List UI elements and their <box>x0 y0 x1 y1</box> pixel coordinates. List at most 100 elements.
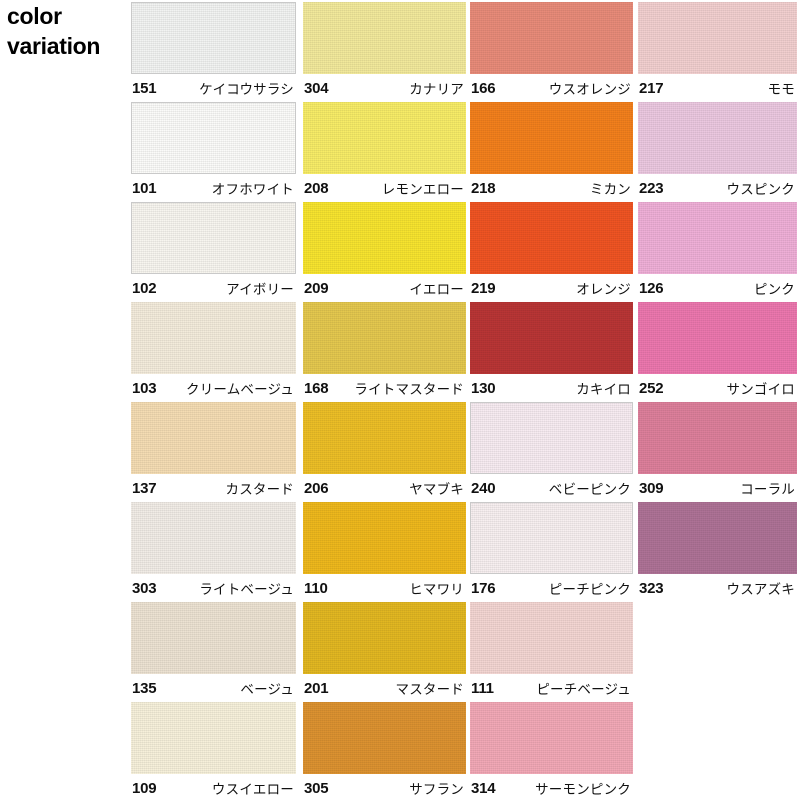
swatch-cell[interactable]: 223 ウスピンク <box>638 102 797 202</box>
swatch-cell[interactable]: 168 ライトマスタード <box>303 302 466 402</box>
color-chip[interactable] <box>470 2 633 74</box>
swatch-cell[interactable]: 135 ベージュ <box>131 602 296 702</box>
swatch-cell[interactable]: 309 コーラル <box>638 402 797 502</box>
color-chip[interactable] <box>470 602 633 674</box>
swatch-code: 111 <box>471 679 494 697</box>
swatch-cell[interactable]: 305 サフラン <box>303 702 466 802</box>
swatch-cell[interactable]: 218 ミカン <box>470 102 633 202</box>
color-chip[interactable] <box>131 202 296 274</box>
swatch-label: 137 カスタード <box>131 474 296 502</box>
swatch-code: 314 <box>471 779 496 797</box>
swatch-code: 103 <box>132 379 157 397</box>
swatch-cell[interactable]: 206 ヤマブキ <box>303 402 466 502</box>
color-chip[interactable] <box>470 102 633 174</box>
swatch-name: ウスオレンジ <box>548 82 631 97</box>
swatch-name: コーラル <box>740 482 795 497</box>
swatch-code: 137 <box>132 479 157 497</box>
swatch-cell[interactable]: 314 サーモンピンク <box>470 702 633 802</box>
color-chip[interactable] <box>638 502 797 574</box>
swatch-name: ウスイエロー <box>211 782 294 797</box>
swatch-cell[interactable]: 130 カキイロ <box>470 302 633 402</box>
swatch-label: 176 ピーチピンク <box>470 574 633 602</box>
swatch-code: 110 <box>304 579 328 597</box>
swatch-column-pinks-and-mauve: 217 モモ 223 ウスピンク 126 ピンク 252 サンゴイロ 309 コーラル 323 ウスア… <box>638 2 797 602</box>
swatch-cell[interactable]: 109 ウスイエロー <box>131 702 296 802</box>
swatch-label: 303 ライトベージュ <box>131 574 296 602</box>
swatch-cell[interactable]: 217 モモ <box>638 2 797 102</box>
color-chip[interactable] <box>131 602 296 674</box>
swatch-cell[interactable]: 201 マスタード <box>303 602 466 702</box>
color-chip[interactable] <box>131 502 296 574</box>
color-chip[interactable] <box>131 302 296 374</box>
color-chip[interactable] <box>303 702 466 774</box>
swatch-cell[interactable]: 209 イエロー <box>303 202 466 302</box>
swatch-code: 240 <box>471 479 496 497</box>
color-chip[interactable] <box>303 2 466 74</box>
color-chip[interactable] <box>131 702 296 774</box>
swatch-name: カスタード <box>225 482 294 497</box>
swatch-cell[interactable]: 208 レモンエロー <box>303 102 466 202</box>
swatch-cell[interactable]: 137 カスタード <box>131 402 296 502</box>
swatch-code: 303 <box>132 579 157 597</box>
color-chip[interactable] <box>303 102 466 174</box>
color-chip[interactable] <box>303 602 466 674</box>
swatch-label: 209 イエロー <box>303 274 466 302</box>
swatch-cell[interactable]: 151 ケイコウサラシ <box>131 2 296 102</box>
swatch-cell[interactable]: 110 ヒマワリ <box>303 502 466 602</box>
swatch-cell[interactable]: 103 クリームベージュ <box>131 302 296 402</box>
swatch-label: 102 アイボリー <box>131 274 296 302</box>
swatch-name: オレンジ <box>576 282 631 297</box>
swatch-code: 135 <box>132 679 157 697</box>
color-chip[interactable] <box>470 402 633 474</box>
swatch-cell[interactable]: 323 ウスアズキ <box>638 502 797 602</box>
swatch-cell[interactable]: 111 ピーチベージュ <box>470 602 633 702</box>
color-chip[interactable] <box>131 402 296 474</box>
swatch-cell[interactable]: 166 ウスオレンジ <box>470 2 633 102</box>
swatch-label: 103 クリームベージュ <box>131 374 296 402</box>
swatch-cell[interactable]: 304 カナリア <box>303 2 466 102</box>
swatch-cell[interactable]: 126 ピンク <box>638 202 797 302</box>
swatch-label: 110 ヒマワリ <box>303 574 466 602</box>
swatch-cell[interactable]: 219 オレンジ <box>470 202 633 302</box>
color-chip[interactable] <box>638 402 797 474</box>
swatch-code: 130 <box>471 379 496 397</box>
swatch-cell[interactable]: 240 ベビーピンク <box>470 402 633 502</box>
color-chip[interactable] <box>131 102 296 174</box>
swatch-label: 252 サンゴイロ <box>638 374 797 402</box>
swatch-name: カキイロ <box>576 382 631 397</box>
color-chip[interactable] <box>470 302 633 374</box>
swatch-cell[interactable]: 252 サンゴイロ <box>638 302 797 402</box>
swatch-name: ケイコウサラシ <box>199 82 294 97</box>
swatch-cell[interactable]: 303 ライトベージュ <box>131 502 296 602</box>
swatch-code: 102 <box>132 279 157 297</box>
color-chip[interactable] <box>303 402 466 474</box>
swatch-code: 101 <box>132 179 157 197</box>
color-chip[interactable] <box>303 302 466 374</box>
color-chip[interactable] <box>470 502 633 574</box>
swatch-label: 323 ウスアズキ <box>638 574 797 602</box>
swatch-code: 323 <box>639 579 664 597</box>
color-chip[interactable] <box>470 702 633 774</box>
color-chip[interactable] <box>638 2 797 74</box>
swatch-label: 304 カナリア <box>303 74 466 102</box>
color-chip[interactable] <box>303 202 466 274</box>
color-chip[interactable] <box>470 202 633 274</box>
swatch-code: 304 <box>304 79 329 97</box>
color-chip[interactable] <box>303 502 466 574</box>
swatch-label: 314 サーモンピンク <box>470 774 633 802</box>
color-chip[interactable] <box>638 302 797 374</box>
color-chip[interactable] <box>638 202 797 274</box>
swatch-cell[interactable]: 176 ピーチピンク <box>470 502 633 602</box>
swatch-name: カナリア <box>409 82 464 97</box>
swatch-name: ベビーピンク <box>548 482 631 497</box>
swatch-code: 252 <box>639 379 664 397</box>
swatch-label: 217 モモ <box>638 74 797 102</box>
swatch-cell[interactable]: 101 オフホワイト <box>131 102 296 202</box>
color-chip[interactable] <box>131 2 296 74</box>
swatch-code: 309 <box>639 479 664 497</box>
swatch-cell[interactable]: 102 アイボリー <box>131 202 296 302</box>
swatch-label: 309 コーラル <box>638 474 797 502</box>
color-chip[interactable] <box>638 102 797 174</box>
swatch-code: 219 <box>471 279 496 297</box>
swatch-code: 201 <box>304 679 329 697</box>
